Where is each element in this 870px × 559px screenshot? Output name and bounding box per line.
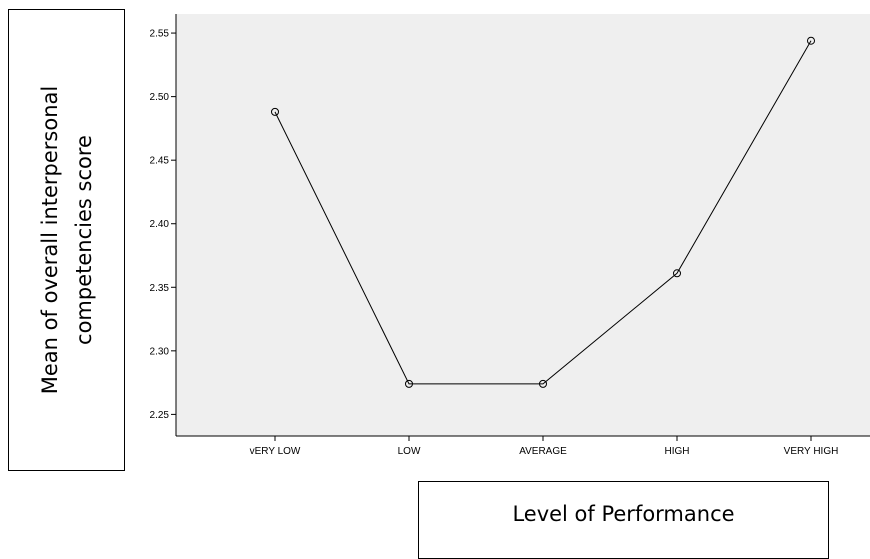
y-tick-label: 2.45: [150, 156, 170, 167]
y-axis-label: Mean of overall interpersonal competenci…: [37, 85, 96, 395]
y-tick-label: 2.50: [150, 92, 170, 103]
x-tick-label: HIGH: [665, 446, 690, 457]
x-tick-label: AVERAGE: [519, 446, 567, 457]
x-axis-label: Level of Performance: [512, 502, 735, 526]
y-tick-label: 2.25: [150, 410, 170, 421]
y-ticks: 2.25 2.30 2.35 2.40 2.45 2.50 2.55: [150, 29, 176, 421]
x-tick-label: VERY HIGH: [784, 446, 839, 457]
data-point: [807, 36, 815, 45]
data-point: [673, 269, 681, 278]
y-tick-label: 2.55: [150, 29, 170, 40]
y-tick-label: 2.30: [150, 346, 170, 357]
x-tick-label: vERY LOW: [250, 446, 301, 457]
y-axis-label-box: Mean of overall interpersonal competenci…: [8, 9, 125, 471]
x-axis-label-box: Level of Performance: [418, 481, 829, 559]
data-point: [539, 379, 547, 388]
data-point: [405, 379, 413, 388]
y-tick-label: 2.40: [150, 219, 170, 230]
x-ticks: vERY LOW LOW AVERAGE HIGH VERY HIGH: [250, 436, 839, 457]
series-line: [274, 40, 812, 385]
x-tick-label: LOW: [398, 446, 421, 457]
plot-area: [176, 14, 870, 436]
data-point: [271, 107, 279, 116]
series-markers: [271, 36, 815, 388]
y-tick-label: 2.35: [150, 283, 170, 294]
